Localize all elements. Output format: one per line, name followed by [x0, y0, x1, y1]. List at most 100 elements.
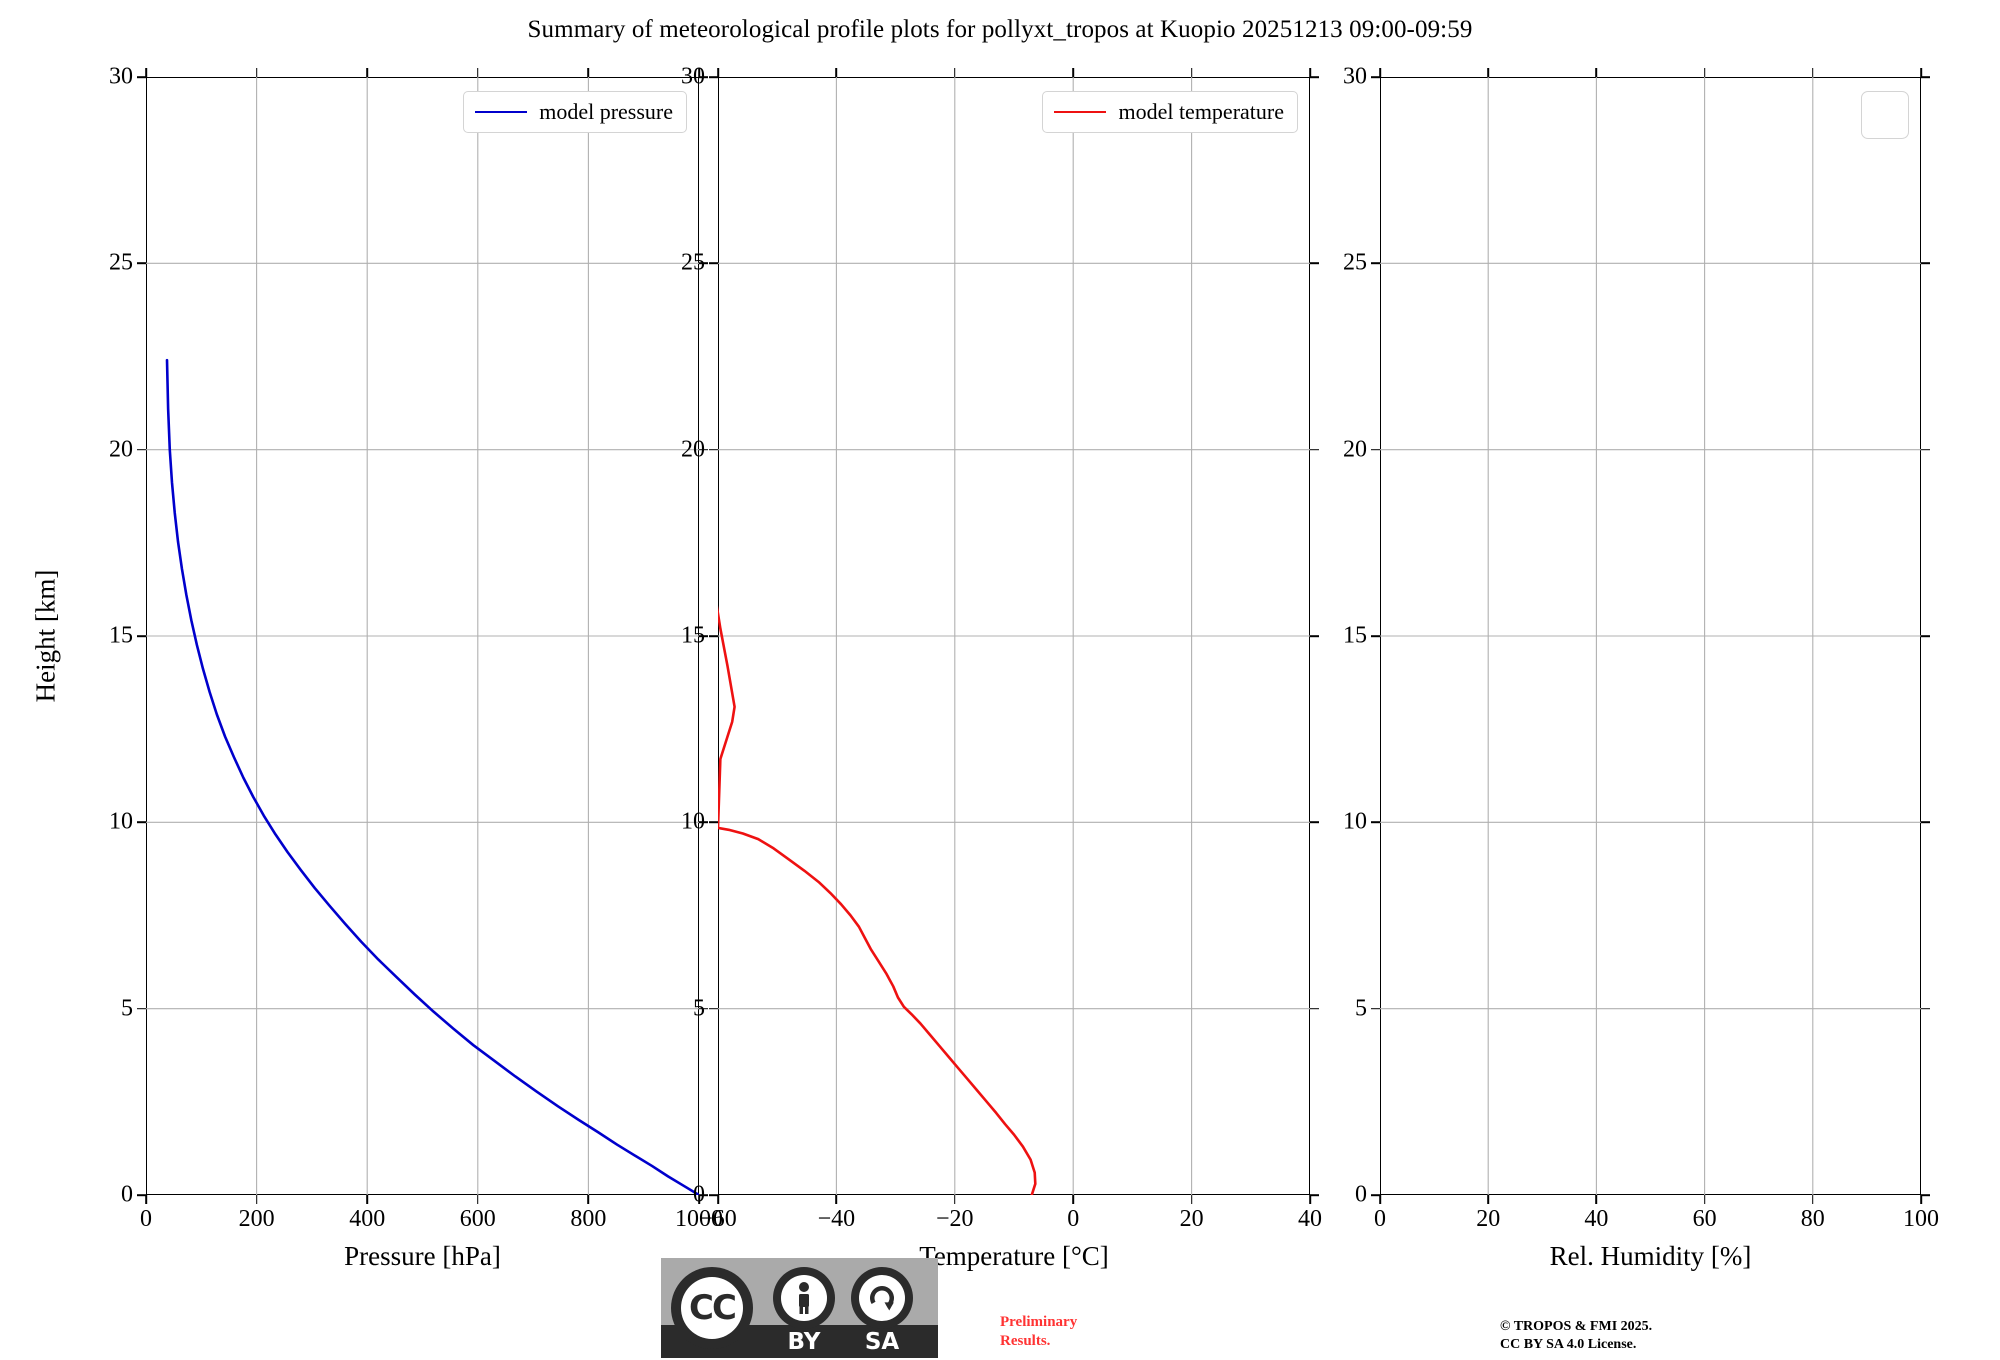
- legend-temperature[interactable]: model temperature: [1042, 91, 1298, 133]
- share-alike-icon: [851, 1267, 913, 1329]
- y-tick-label: 15: [1343, 622, 1367, 649]
- x-tick-mark: [954, 1195, 956, 1204]
- y-tick-mark-right: [1921, 1007, 1930, 1010]
- x-axis-title-pressure: Pressure [hPa]: [344, 1241, 501, 1271]
- y-tick-mark: [709, 821, 718, 824]
- y-tick-mark-right: [699, 635, 708, 637]
- y-tick-label: 25: [1343, 249, 1367, 276]
- y-tick-mark-right: [1921, 821, 1930, 824]
- y-tick-mark: [1371, 76, 1380, 78]
- y-tick-mark: [1371, 448, 1380, 451]
- y-tick-mark: [1371, 262, 1380, 265]
- y-tick-label: 25: [109, 249, 133, 276]
- x-tick-mark: [1190, 1195, 1193, 1204]
- x-tick-mark-top: [587, 68, 590, 77]
- y-tick-label: 10: [109, 808, 133, 835]
- y-tick-mark-right: [699, 76, 708, 78]
- x-tick-mark: [1072, 1195, 1074, 1204]
- x-tick-mark: [145, 1195, 147, 1204]
- y-tick-mark-right: [1921, 1194, 1930, 1196]
- x-tick-mark: [477, 1195, 479, 1204]
- x-tick-mark: [255, 1195, 258, 1204]
- plot-panel-humidity: 0 5 10 15 20 25 30 0 20 40 60 80 100 Rel. Humidity […: [1343, 64, 1939, 1272]
- x-tick-mark: [1920, 1195, 1922, 1204]
- y-tick-mark-right: [699, 262, 708, 265]
- x-tick-label: 80: [1800, 1206, 1825, 1232]
- y-tick-mark-right: [1921, 635, 1930, 637]
- y-tick-mark-right: [1310, 1194, 1319, 1196]
- x-tick-label: 0: [1374, 1206, 1386, 1232]
- cc-logo-icon: CC: [671, 1267, 753, 1349]
- y-tick-label: 15: [681, 622, 705, 649]
- circular-arrow-icon: [870, 1286, 894, 1311]
- x-tick-label: 400: [349, 1206, 386, 1232]
- x-axis-title-humidity: Rel. Humidity [%]: [1549, 1241, 1752, 1271]
- attribution-person-glyph: [781, 1275, 827, 1321]
- y-tick-mark: [709, 635, 718, 637]
- y-tick-mark: [137, 1007, 146, 1010]
- y-tick-mark: [1371, 821, 1380, 824]
- x-tick-label: 40: [1298, 1206, 1322, 1232]
- x-tick-mark-top: [717, 68, 719, 77]
- y-tick-mark-right: [1310, 635, 1319, 637]
- plot-panel-temperature: 0 5 10 15 20 25 30 −60 −40 −20 0 20 40 model tempera…: [681, 64, 1322, 1272]
- y-tick-mark: [137, 76, 146, 78]
- x-tick-label: 100: [1903, 1206, 1939, 1232]
- y-tick-mark-right: [1310, 1007, 1319, 1010]
- y-tick-mark: [1371, 1007, 1380, 1010]
- y-tick-label: 20: [681, 436, 705, 463]
- y-tick-mark: [1371, 1194, 1380, 1196]
- x-tick-mark-top: [145, 68, 147, 77]
- y-tick-label: 10: [1343, 808, 1367, 835]
- legend-pressure[interactable]: model pressure: [463, 91, 687, 133]
- x-tick-mark-top: [954, 68, 956, 77]
- x-tick-label: 200: [238, 1206, 275, 1232]
- x-tick-mark: [587, 1195, 590, 1204]
- y-tick-mark: [709, 1194, 718, 1196]
- badge-label-by: BY: [787, 1329, 821, 1355]
- x-tick-label: −20: [936, 1206, 974, 1232]
- y-tick-mark: [137, 821, 146, 824]
- y-axis-title: Height [km]: [30, 569, 61, 703]
- y-tick-label: 5: [121, 995, 133, 1022]
- legend-humidity-empty[interactable]: [1861, 91, 1909, 139]
- y-tick-mark: [137, 448, 146, 451]
- y-tick-mark: [709, 1007, 718, 1010]
- x-tick-mark: [1595, 1195, 1598, 1204]
- legend-label-model-pressure: model pressure: [539, 99, 673, 124]
- y-tick-label: 15: [109, 622, 133, 649]
- y-tick-label: 20: [109, 436, 133, 463]
- plot-panel-pressure: 0 5 10 15 20 25 30 0 200 400 600 800 1000 model pres…: [109, 64, 723, 1272]
- x-tick-mark: [717, 1195, 719, 1204]
- y-tick-mark: [709, 76, 718, 78]
- x-tick-label: 40: [1584, 1206, 1609, 1232]
- legend-swatch-model-pressure: [475, 111, 528, 113]
- x-tick-mark-top: [366, 68, 368, 77]
- x-tick-label: 20: [1476, 1206, 1501, 1232]
- x-tick-mark-top: [1920, 68, 1922, 77]
- attribution-person-icon: [773, 1267, 835, 1329]
- y-tick-label: 5: [1355, 995, 1367, 1022]
- x-tick-label: 60: [1692, 1206, 1717, 1232]
- cc-logo-text: CC: [681, 1277, 743, 1339]
- y-tick-mark-right: [1310, 448, 1319, 451]
- x-tick-label: −40: [817, 1206, 856, 1232]
- plot-area-pressure: [146, 77, 699, 1195]
- x-tick-mark-top: [1309, 68, 1311, 77]
- y-tick-mark-right: [699, 448, 708, 451]
- x-tick-mark-top: [1379, 68, 1381, 77]
- share-alike-glyph: [859, 1275, 905, 1321]
- y-tick-label: 5: [693, 995, 705, 1022]
- x-tick-mark-top: [1595, 68, 1598, 77]
- badge-label-sa: SA: [864, 1329, 900, 1355]
- y-tick-mark: [137, 635, 146, 637]
- y-tick-label: 10: [681, 808, 705, 835]
- x-tick-mark: [366, 1195, 368, 1204]
- y-tick-mark-right: [699, 1007, 708, 1010]
- x-tick-label: 0: [1067, 1206, 1080, 1232]
- y-tick-label: 30: [681, 63, 705, 90]
- preliminary-results-note: Preliminary Results.: [1000, 1314, 1078, 1350]
- x-tick-label: 600: [459, 1206, 496, 1232]
- page-title: Summary of meteorological profile plots …: [527, 16, 1473, 43]
